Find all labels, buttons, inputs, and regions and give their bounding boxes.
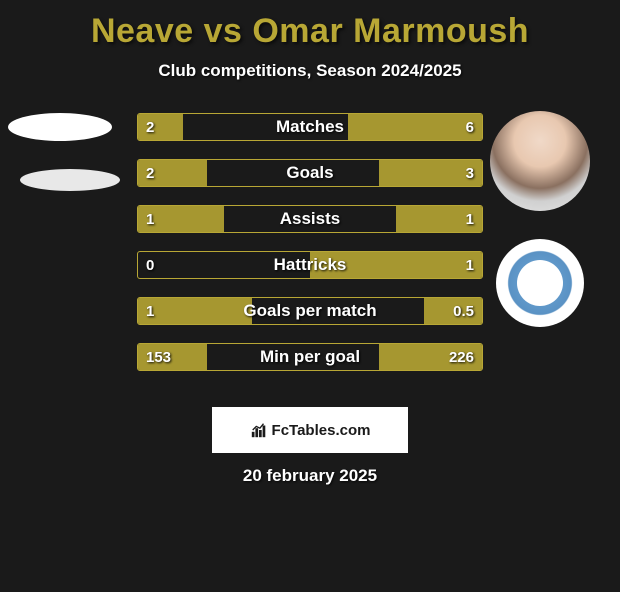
stat-value-right: 6 — [466, 114, 474, 140]
stat-value-right: 3 — [466, 160, 474, 186]
stat-bar-left — [138, 114, 183, 140]
stat-value-right: 1 — [466, 206, 474, 232]
stat-value-left: 2 — [146, 160, 154, 186]
player-left-avatar-placeholder — [8, 113, 112, 141]
stat-row-min-per-goal: 153 Min per goal 226 — [137, 343, 483, 371]
stat-value-left: 153 — [146, 344, 171, 370]
footer-date: 20 february 2025 — [0, 466, 620, 486]
stat-row-assists: 1 Assists 1 — [137, 205, 483, 233]
stat-bar-right — [348, 114, 482, 140]
player-left-club-placeholder — [20, 169, 120, 191]
stat-row-goals-per-match: 1 Goals per match 0.5 — [137, 297, 483, 325]
player-right-club-badge — [496, 239, 584, 327]
stat-row-hattricks: 0 Hattricks 1 — [137, 251, 483, 279]
stat-value-left: 2 — [146, 114, 154, 140]
stat-bar-left — [138, 298, 252, 324]
stat-value-right: 226 — [449, 344, 474, 370]
page-title: Neave vs Omar Marmoush — [0, 12, 620, 51]
stat-row-goals: 2 Goals 3 — [137, 159, 483, 187]
stat-value-left: 1 — [146, 298, 154, 324]
stat-value-left: 0 — [146, 252, 154, 278]
chart-icon — [250, 421, 268, 439]
stat-value-right: 1 — [466, 252, 474, 278]
stat-value-left: 1 — [146, 206, 154, 232]
footer-brand-box: FcTables.com — [212, 407, 408, 453]
footer-brand-text: FcTables.com — [272, 422, 371, 439]
club-badge-icon — [503, 246, 577, 320]
stats-bars: 2 Matches 6 2 Goals 3 1 Assists 1 0 Hatt… — [137, 113, 483, 389]
stat-bar-right — [310, 252, 482, 278]
stat-row-matches: 2 Matches 6 — [137, 113, 483, 141]
player-right-avatar — [490, 111, 590, 211]
stat-value-right: 0.5 — [453, 298, 474, 324]
page-subtitle: Club competitions, Season 2024/2025 — [0, 61, 620, 81]
